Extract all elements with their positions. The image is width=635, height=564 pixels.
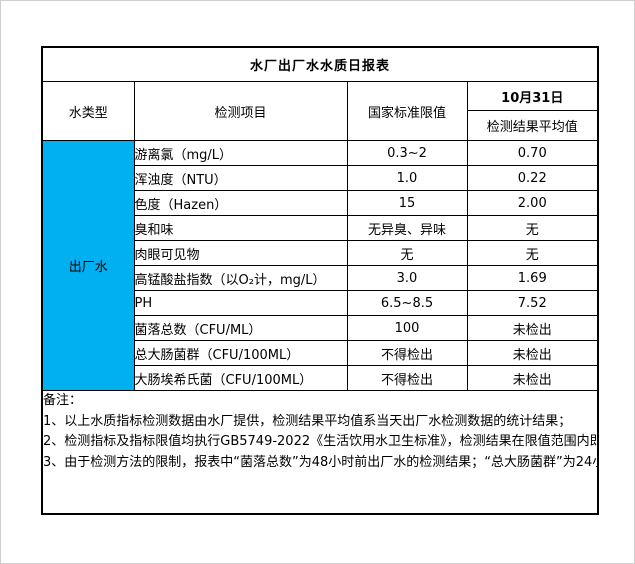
notes-label: 备注： — [43, 393, 83, 408]
item-cell: 游离氯（mg/L） — [133, 140, 348, 166]
result-cell: 0.22 — [466, 165, 599, 191]
table-row: 高锰酸盐指数（以O₂计，mg/L） 3.0 1.69 — [42, 265, 599, 291]
item-cell: 总大肠菌群（CFU/100ML） — [133, 340, 348, 366]
limit-cell: 100 — [346, 315, 468, 341]
result-cell: 7.52 — [466, 290, 599, 316]
limit-cell: 0.3~2 — [346, 140, 468, 166]
notes-section: 备注： 1、以上水质指标检测数据由水厂提供，检测结果平均值系当天出厂水检测数据的… — [41, 390, 599, 515]
limit-cell: 无 — [346, 240, 468, 266]
table-row: 浑浊度（NTU） 1.0 0.22 — [42, 165, 599, 191]
result-cell: 未检出 — [466, 365, 599, 391]
table-row: PH 6.5~8.5 7.52 — [42, 290, 599, 316]
col-header-date: 10月31日 — [466, 81, 599, 111]
col-header-result-average: 检测结果平均值 — [466, 110, 599, 141]
item-cell: 肉眼可见物 — [133, 240, 348, 266]
water-type-cell: 出厂水 — [41, 140, 135, 391]
header-row: 水类型 检测项目 国家标准限值 10月31日 — [41, 81, 599, 141]
result-cell: 未检出 — [466, 340, 599, 366]
result-cell: 未检出 — [466, 315, 599, 341]
limit-cell: 无异臭、异味 — [346, 215, 468, 241]
table-row: 大肠埃希氏菌（CFU/100ML） 不得检出 未检出 — [42, 365, 599, 391]
note-item: 1、以上水质指标检测数据由水厂提供，检测结果平均值系当天出厂水检测数据的统计结果… — [43, 413, 572, 429]
note-item: 2、检测指标及指标限值均执行GB5749-2022《生活饮用水卫生标准》，检测结… — [43, 434, 599, 449]
table-row: 臭和味 无异臭、异味 无 — [42, 215, 599, 241]
title-row: 水厂出厂水水质日报表 — [41, 46, 599, 82]
limit-cell: 不得检出 — [346, 340, 468, 366]
result-cell: 无 — [466, 240, 599, 266]
limit-cell: 不得检出 — [346, 365, 468, 391]
item-cell: 臭和味 — [133, 215, 348, 241]
item-cell: PH — [133, 290, 348, 316]
table-row: 菌落总数（CFU/ML） 100 未检出 — [42, 315, 599, 341]
note-item: 3、由于检测方法的限制，报表中“菌落总数”为48小时前出厂水的检测结果；“总大肠… — [43, 454, 597, 470]
col-header-national-limit: 国家标准限值 — [346, 81, 468, 141]
limit-cell: 3.0 — [346, 265, 468, 291]
water-quality-report-table: 水厂出厂水水质日报表 水类型 检测项目 国家标准限值 10月31日 检测结果平均… — [41, 46, 600, 515]
item-cell: 高锰酸盐指数（以O₂计，mg/L） — [133, 265, 348, 291]
table-row: 总大肠菌群（CFU/100ML） 不得检出 未检出 — [42, 340, 599, 366]
notes-row: 备注： 1、以上水质指标检测数据由水厂提供，检测结果平均值系当天出厂水检测数据的… — [41, 390, 599, 515]
result-cell: 2.00 — [466, 190, 599, 216]
result-cell: 无 — [466, 215, 599, 241]
table-row: 肉眼可见物 无 无 — [42, 240, 599, 266]
limit-cell: 1.0 — [346, 165, 468, 191]
table-row: 出厂水 游离氯（mg/L） 0.3~2 0.70 — [41, 140, 599, 391]
col-header-test-item: 检测项目 — [133, 81, 348, 141]
col-header-water-type: 水类型 — [41, 81, 135, 141]
item-cell: 菌落总数（CFU/ML） — [133, 315, 348, 341]
limit-cell: 15 — [346, 190, 468, 216]
item-cell: 大肠埃希氏菌（CFU/100ML） — [133, 365, 348, 391]
report-title: 水厂出厂水水质日报表 — [41, 46, 599, 82]
item-cell: 浑浊度（NTU） — [133, 165, 348, 191]
result-cell: 0.70 — [466, 140, 599, 166]
result-cell: 1.69 — [466, 265, 599, 291]
limit-cell: 6.5~8.5 — [346, 290, 468, 316]
header-subrow: 检测结果平均值 — [42, 110, 599, 141]
table-row: 色度（Hazen） 15 2.00 — [42, 190, 599, 216]
item-cell: 色度（Hazen） — [133, 190, 348, 216]
